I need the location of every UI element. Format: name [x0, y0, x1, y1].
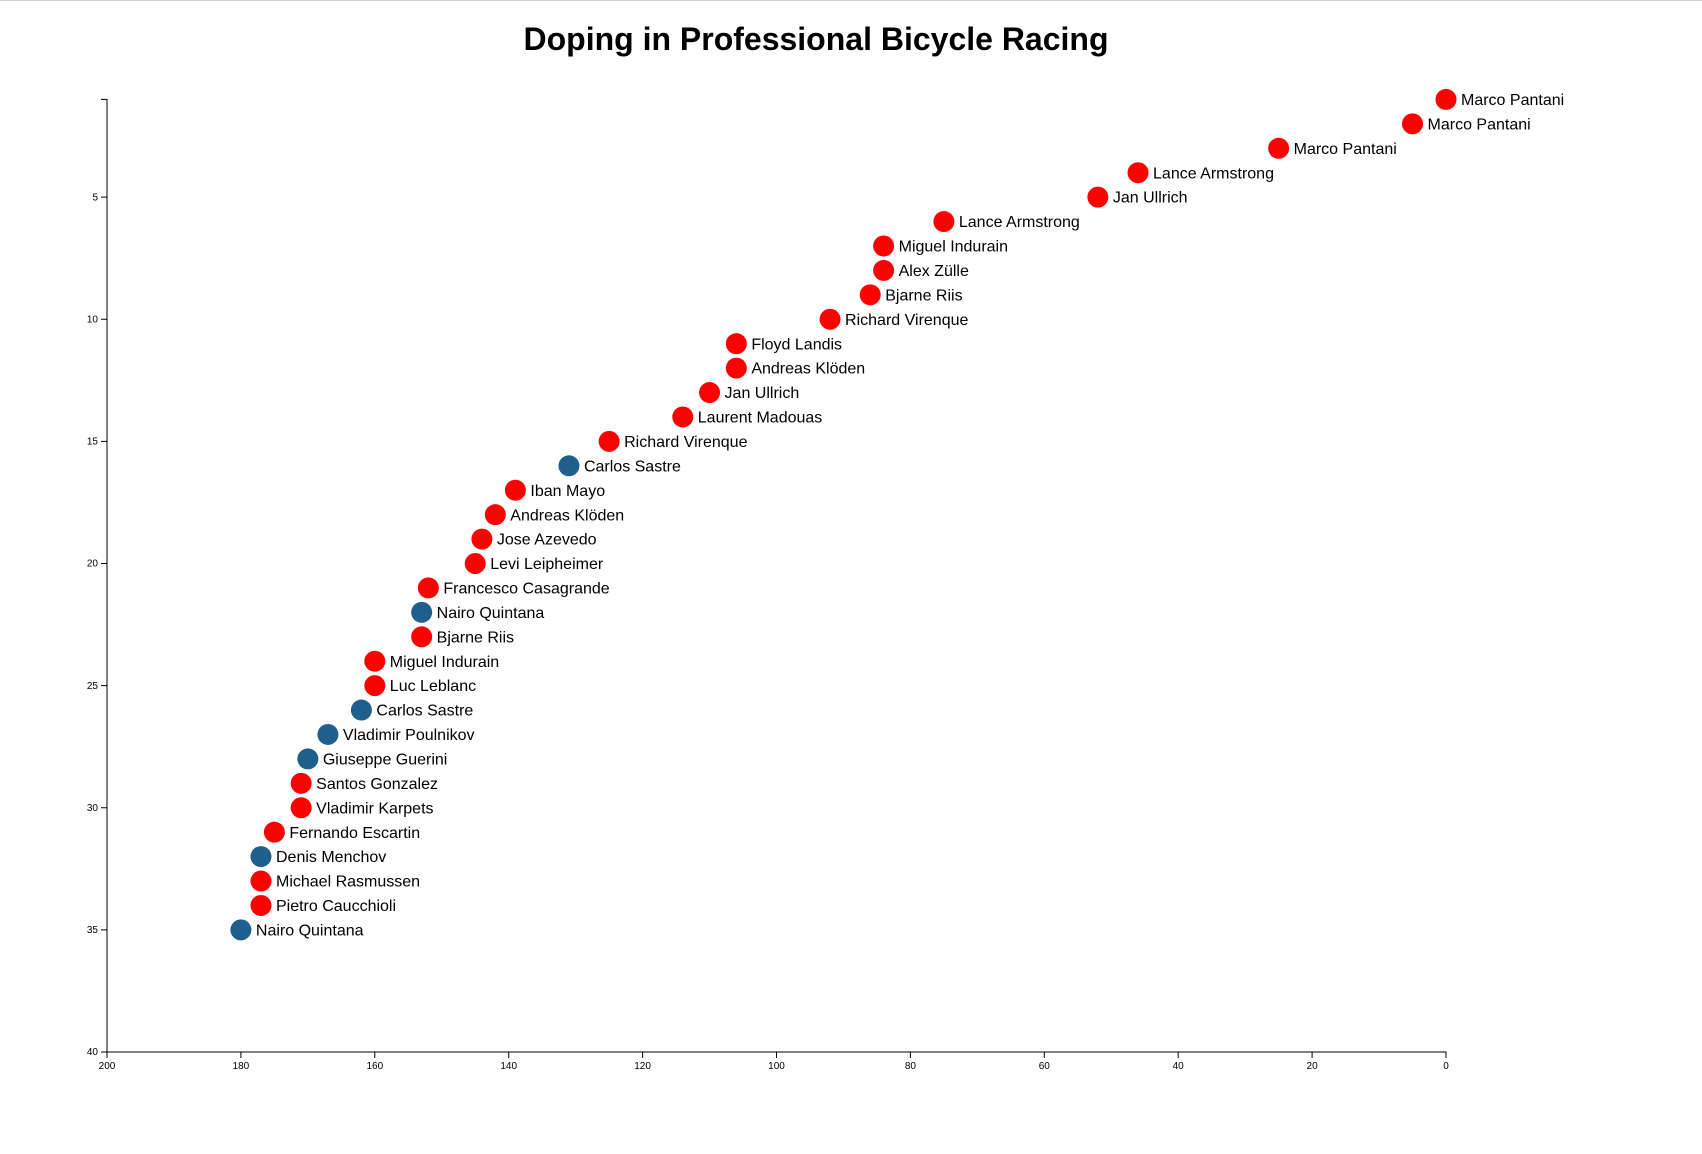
data-point[interactable] — [1087, 186, 1109, 208]
data-point-label: Jose Azevedo — [497, 532, 597, 549]
data-point-label: Marco Pantani — [1294, 141, 1397, 158]
data-point-label: Vladimir Karpets — [316, 800, 433, 817]
x-tick-label: 40 — [1173, 1061, 1185, 1072]
data-point-label: Marco Pantani — [1461, 92, 1564, 109]
data-point-label: Pietro Caucchioli — [276, 898, 396, 915]
x-tick-label: 80 — [905, 1061, 917, 1072]
data-point[interactable] — [364, 650, 386, 672]
data-point[interactable] — [1402, 113, 1424, 135]
data-point[interactable] — [699, 382, 721, 404]
data-point[interactable] — [411, 601, 433, 623]
y-tick-label: 35 — [87, 925, 99, 936]
data-point[interactable] — [819, 308, 841, 330]
data-point-label: Alex Zülle — [899, 263, 969, 280]
data-point-label: Carlos Sastre — [584, 458, 681, 475]
data-point[interactable] — [725, 333, 747, 355]
data-point-label: Floyd Landis — [751, 336, 842, 353]
data-point-label: Andreas Klöden — [751, 361, 865, 378]
data-point[interactable] — [364, 675, 386, 697]
chart-title: Doping in Professional Bicycle Racing — [523, 21, 1108, 57]
data-point-label: Bjarne Riis — [885, 287, 962, 304]
x-tick-label: 160 — [366, 1061, 383, 1072]
data-point[interactable] — [290, 797, 312, 819]
data-point[interactable] — [558, 455, 580, 477]
data-point[interactable] — [1435, 88, 1457, 110]
data-point-label: Nairo Quintana — [256, 922, 364, 939]
data-point-label: Jan Ullrich — [1113, 190, 1188, 207]
data-point[interactable] — [471, 528, 493, 550]
data-point[interactable] — [873, 259, 895, 281]
data-point-label: Vladimir Poulnikov — [343, 727, 475, 744]
x-tick-label: 0 — [1443, 1061, 1449, 1072]
data-point-label: Fernando Escartin — [289, 825, 420, 842]
data-point-label: Miguel Indurain — [899, 239, 1008, 256]
data-point-label: Richard Virenque — [845, 312, 968, 329]
data-point-label: Miguel Indurain — [390, 654, 499, 671]
x-tick-label: 100 — [768, 1061, 785, 1072]
data-point-label: Richard Virenque — [624, 434, 747, 451]
data-point[interactable] — [484, 504, 506, 526]
data-point[interactable] — [230, 919, 252, 941]
data-point[interactable] — [263, 821, 285, 843]
data-point[interactable] — [504, 479, 526, 501]
data-point[interactable] — [250, 870, 272, 892]
data-point-label: Jan Ullrich — [725, 385, 800, 402]
data-point-label: Francesco Casagrande — [443, 581, 609, 598]
data-point-label: Marco Pantani — [1428, 116, 1531, 133]
data-point[interactable] — [250, 846, 272, 868]
data-point-label: Michael Rasmussen — [276, 874, 420, 891]
data-point[interactable] — [317, 723, 339, 745]
data-points: Marco Pantani Marco Pantani Marco Pantani L… — [230, 88, 1564, 941]
x-tick-label: 20 — [1307, 1061, 1319, 1072]
data-point[interactable] — [1268, 137, 1290, 159]
data-point[interactable] — [672, 406, 694, 428]
data-point[interactable] — [290, 772, 312, 794]
data-point[interactable] — [1127, 162, 1149, 184]
data-point-label: Santos Gonzalez — [316, 776, 438, 793]
y-tick-label: 10 — [87, 314, 99, 325]
data-point[interactable] — [725, 357, 747, 379]
y-tick-label: 15 — [87, 437, 99, 448]
y-axis-line — [101, 98, 108, 1053]
data-point-label: Andreas Klöden — [510, 507, 624, 524]
x-axis: 200 180 160 140 120 100 80 60 40 20 0 — [99, 1051, 1449, 1072]
data-point-label: Lance Armstrong — [959, 214, 1080, 231]
data-point-label: Levi Leipheimer — [490, 556, 604, 573]
data-point-label: Lance Armstrong — [1153, 165, 1274, 182]
data-point-label: Denis Menchov — [276, 849, 386, 866]
data-point[interactable] — [417, 577, 439, 599]
y-tick-label: 5 — [92, 192, 98, 203]
x-tick-label: 120 — [634, 1061, 651, 1072]
data-point-label: Luc Leblanc — [390, 678, 476, 695]
top-border — [0, 0, 1702, 1]
data-point[interactable] — [464, 553, 486, 574]
data-point-label: Nairo Quintana — [437, 605, 545, 622]
y-tick-label: 20 — [87, 559, 99, 570]
x-tick-label: 200 — [99, 1061, 116, 1072]
y-tick-label: 25 — [87, 681, 99, 692]
data-point-label: Giuseppe Guerini — [323, 752, 448, 769]
data-point[interactable] — [250, 894, 272, 916]
y-tick-label: 30 — [87, 803, 99, 814]
x-tick-label: 180 — [233, 1061, 250, 1072]
x-tick-label: 140 — [500, 1061, 517, 1072]
data-point[interactable] — [598, 430, 620, 452]
data-point[interactable] — [933, 211, 955, 233]
data-point[interactable] — [350, 699, 372, 721]
data-point[interactable] — [873, 235, 895, 257]
data-point-label: Iban Mayo — [530, 483, 605, 500]
data-point[interactable] — [859, 284, 881, 306]
data-point-label: Bjarne Riis — [437, 629, 514, 646]
data-point[interactable] — [297, 748, 319, 770]
y-tick-label: 40 — [87, 1047, 99, 1058]
data-point-label: Carlos Sastre — [376, 703, 473, 720]
x-tick-label: 60 — [1039, 1061, 1051, 1072]
data-point-label: Laurent Madouas — [698, 410, 823, 427]
y-axis: 5 10 15 20 25 30 35 40 — [87, 98, 108, 1058]
data-point[interactable] — [411, 626, 433, 648]
